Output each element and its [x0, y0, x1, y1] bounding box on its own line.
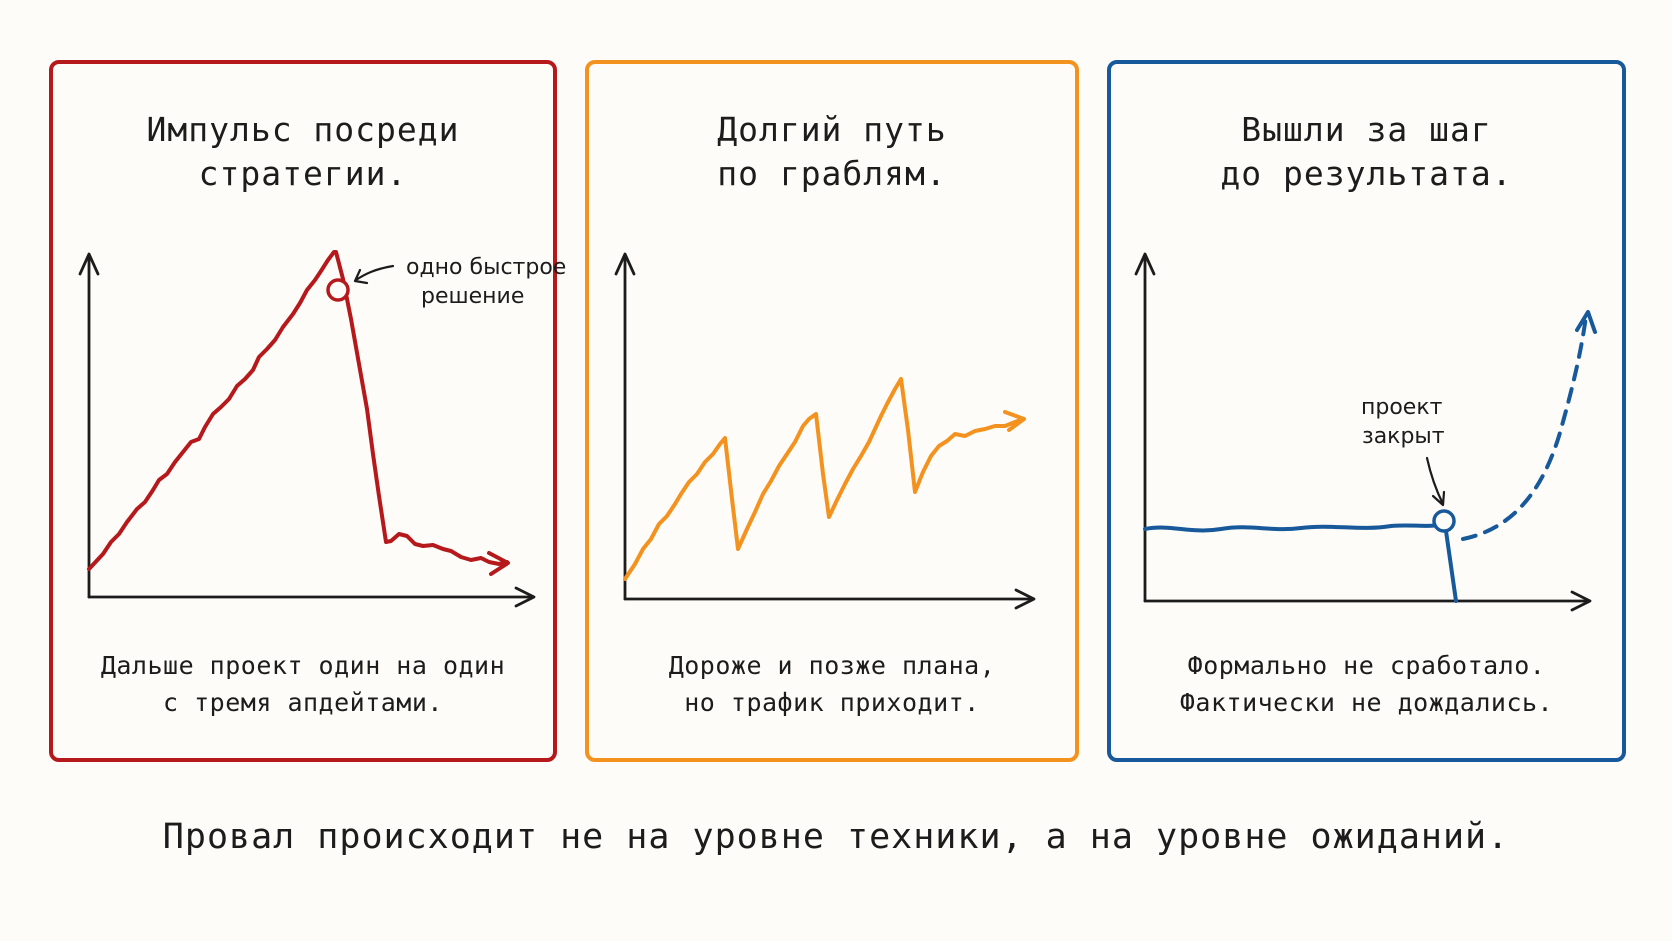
- panel-caption: Формально не сработало. Фактически не до…: [1179, 651, 1554, 717]
- panel-stopped-early: Вышли за шаг до результата. проект закры…: [1107, 60, 1626, 762]
- panel-long-path: Долгий путь по граблям. Дороже и позже п…: [585, 60, 1079, 762]
- annotation-arrow: [353, 264, 395, 285]
- potential-arrowhead: [1575, 310, 1597, 334]
- panel-caption: Дальше проект один на один с тремя апдей…: [100, 651, 506, 717]
- chart-stopped-early: проект закрыт: [1134, 252, 1597, 612]
- footer-conclusion: Провал происходит не на уровне техники, …: [162, 817, 1510, 857]
- panel-impulse: Импульс посреди стратегии. одно быстрое …: [49, 60, 566, 762]
- chart-impulse: одно быстрое решение: [78, 250, 566, 608]
- panel-title: Вышли за шаг до результата.: [1220, 110, 1513, 193]
- panel-caption: Дороже и позже плана, но трафик приходит…: [668, 651, 996, 717]
- trend-line: [623, 377, 1025, 581]
- trend-line: [87, 250, 509, 571]
- annotation-arrow: [1425, 456, 1446, 507]
- x-axis-arrow: [1014, 588, 1036, 610]
- annotation-line-1: одно быстрое: [406, 255, 566, 280]
- panel-title: Долгий путь по граблям.: [717, 110, 947, 193]
- y-axis-arrow: [614, 252, 636, 276]
- flat-line: [1143, 522, 1446, 533]
- annotation-line-1: проект: [1361, 395, 1443, 420]
- annotation-line-2: закрыт: [1362, 424, 1445, 449]
- y-axis-arrow: [78, 252, 100, 276]
- closed-marker: [1432, 509, 1456, 533]
- chart-long-path: [614, 252, 1036, 610]
- x-axis-arrow: [514, 586, 536, 608]
- drop-line: [1444, 529, 1458, 603]
- panel-title: Импульс посреди стратегии.: [146, 110, 460, 193]
- decision-marker: [326, 278, 350, 302]
- trend-arrowhead: [1003, 410, 1026, 432]
- x-axis-arrow: [1570, 590, 1592, 612]
- y-axis-arrow: [1134, 252, 1156, 276]
- trend-arrowhead: [487, 551, 510, 576]
- potential-growth: [1461, 314, 1588, 541]
- annotation-line-2: решение: [421, 284, 524, 309]
